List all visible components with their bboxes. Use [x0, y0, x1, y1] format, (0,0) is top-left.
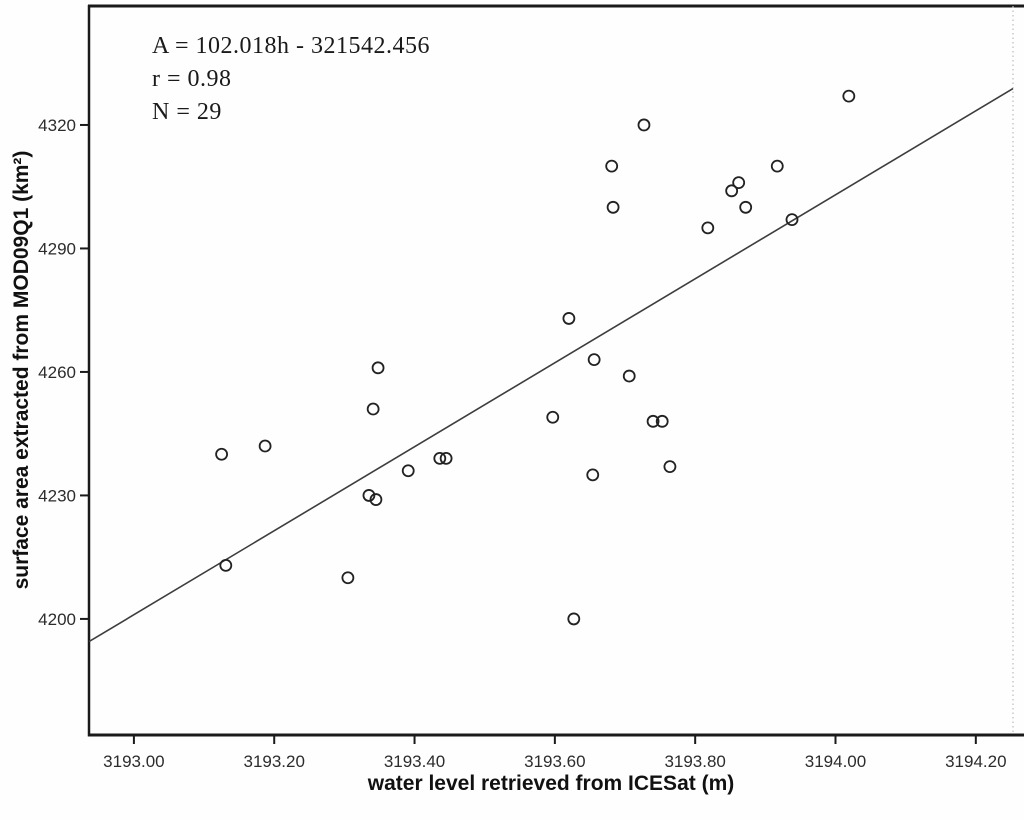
x-tick-label: 3194.20: [945, 752, 1006, 771]
data-point: [215, 447, 229, 461]
data-point: [739, 200, 753, 214]
data-point: [567, 612, 581, 626]
data-point: [258, 439, 272, 453]
data-point: [646, 414, 660, 428]
data-point: [770, 159, 784, 173]
data-point: [606, 200, 620, 214]
y-tick-label: 4320: [38, 116, 76, 135]
data-point: [701, 221, 715, 235]
data-point: [546, 410, 560, 424]
data-point: [362, 489, 376, 502]
data-point: [663, 460, 677, 474]
data-point: [433, 451, 447, 465]
data-point: [219, 559, 233, 572]
x-tick-label: 3194.00: [805, 752, 866, 771]
data-point: [586, 468, 600, 482]
regression-annotation: A = 102.018h - 321542.456 r = 0.98 N = 2…: [152, 30, 430, 129]
data-point: [605, 159, 619, 173]
regression-equation: A = 102.018h - 321542.456: [152, 33, 431, 59]
data-point: [622, 369, 636, 383]
regression-line: [88, 87, 1014, 643]
y-tick-label: 4290: [38, 239, 76, 258]
data-point: [439, 451, 453, 465]
correlation-coefficient: r = 0.98: [152, 66, 232, 92]
data-point: [732, 176, 746, 189]
x-tick-label: 3193.00: [103, 752, 164, 771]
data-point: [587, 353, 601, 366]
y-tick-label: 4200: [38, 610, 76, 629]
x-tick-label: 3193.80: [664, 752, 725, 771]
x-tick-label: 3193.60: [524, 752, 585, 771]
data-point: [369, 493, 383, 506]
sample-size: N = 29: [152, 99, 222, 125]
data-point: [562, 312, 576, 325]
y-axis-title: surface area extracted from MOD09Q1 (km²…: [10, 150, 33, 590]
data-point: [371, 361, 385, 375]
data-point: [785, 213, 799, 227]
data-point: [655, 414, 669, 428]
y-tick-label: 4230: [38, 486, 76, 505]
data-point: [637, 118, 651, 132]
x-tick-label: 3193.20: [243, 752, 304, 771]
data-point: [842, 89, 856, 103]
data-point: [725, 184, 739, 198]
data-point: [366, 402, 380, 416]
y-tick-label: 4260: [38, 363, 76, 382]
data-point: [401, 464, 415, 478]
x-tick-label: 3193.40: [384, 752, 445, 771]
x-axis-title: water level retrieved from ICESat (m): [367, 772, 735, 795]
data-point: [341, 571, 355, 585]
